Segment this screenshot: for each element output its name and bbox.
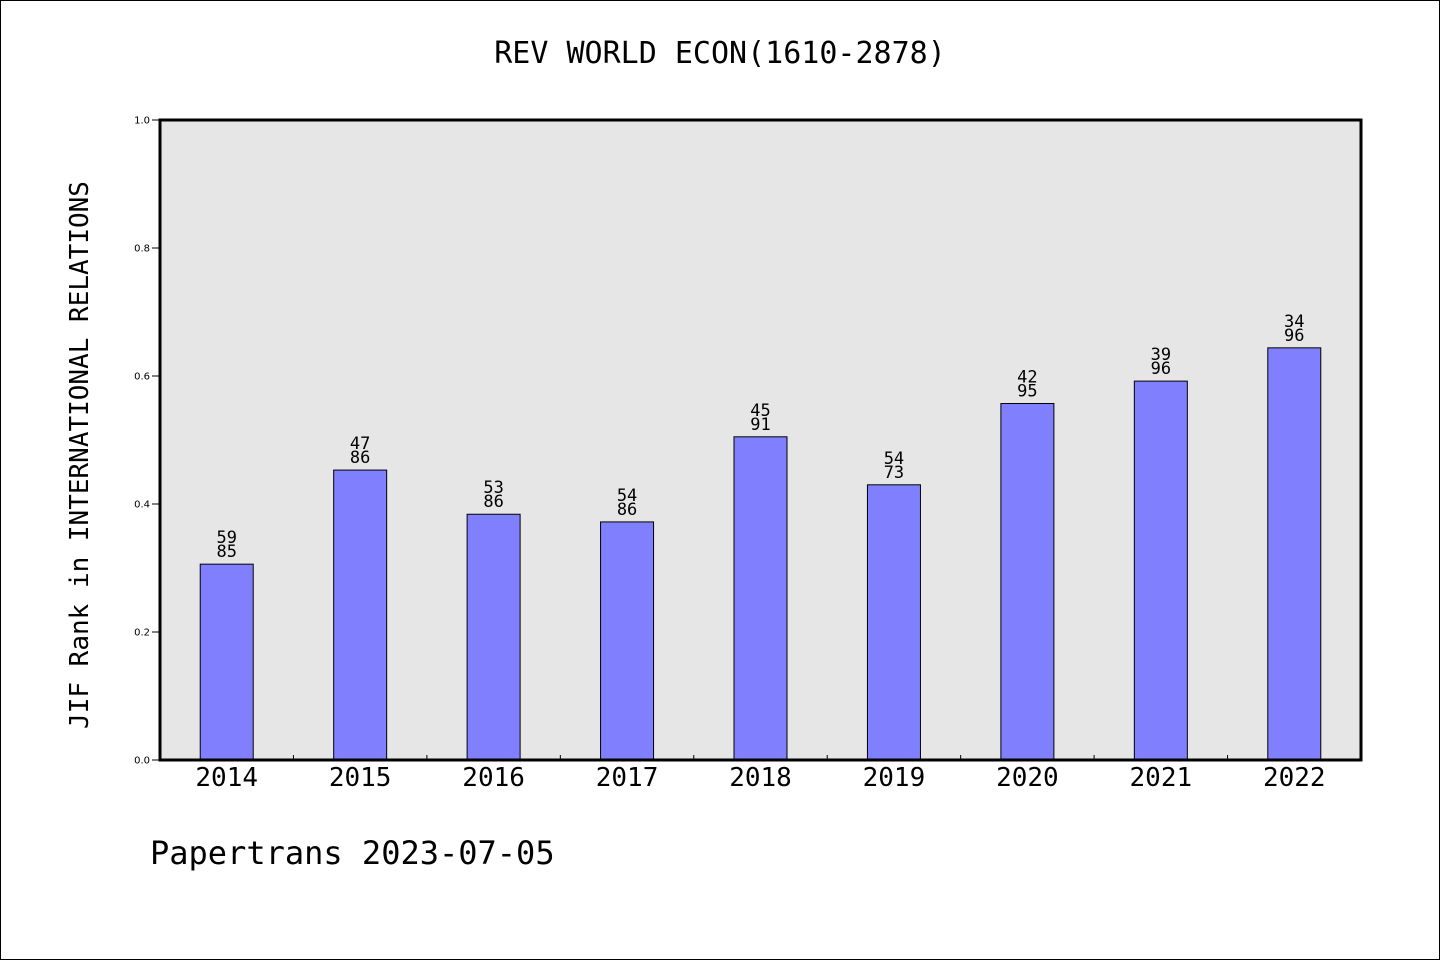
x-tick-label: 2014 [195, 763, 258, 793]
data-label: 86 [617, 500, 637, 520]
data-label: 86 [483, 492, 503, 512]
bar [866, 484, 921, 761]
x-tick-label: 2021 [1130, 763, 1193, 793]
x-tick-label: 2022 [1263, 763, 1326, 793]
bar [1000, 403, 1055, 761]
y-tick-label: 0.0 [134, 756, 150, 767]
data-label: 54 [617, 486, 637, 506]
data-label: 96 [1151, 359, 1171, 379]
data-label: 96 [1284, 326, 1304, 346]
data-label: 47 [350, 434, 370, 454]
data-label: 86 [350, 448, 370, 468]
data-label: 95 [1017, 382, 1037, 402]
x-tick-label: 2019 [863, 763, 926, 793]
bar [1267, 347, 1322, 761]
x-tick-label: 2016 [462, 763, 525, 793]
data-label: 34 [1284, 312, 1304, 332]
bar [466, 513, 521, 761]
y-tick-label: 0.2 [134, 628, 150, 639]
chart-title: REV WORLD ECON(1610-2878) [494, 36, 946, 71]
bar [733, 436, 788, 761]
plot-border [158, 118, 1363, 762]
data-label: 54 [884, 449, 904, 469]
data-label: 53 [483, 478, 503, 498]
x-tick-label: 2020 [996, 763, 1059, 793]
x-tick-label: 2017 [596, 763, 659, 793]
x-tick-label: 2018 [729, 763, 792, 793]
data-label: 73 [884, 463, 904, 483]
y-tick-label: 0.6 [134, 372, 150, 383]
y-tick-label: 0.4 [134, 500, 150, 511]
x-tick-label: 2015 [329, 763, 392, 793]
data-label: 42 [1017, 368, 1037, 388]
data-label: 91 [750, 415, 770, 435]
y-tick-label: 0.8 [134, 244, 150, 255]
data-label: 45 [750, 401, 770, 421]
bar [600, 521, 655, 761]
footer-credit: Papertrans 2023-07-05 [150, 834, 555, 872]
data-label: 85 [216, 542, 236, 562]
bar [1133, 380, 1188, 761]
bar [199, 563, 254, 761]
data-label: 59 [216, 528, 236, 548]
bar [333, 469, 388, 761]
y-tick-label: 1.0 [134, 116, 150, 127]
data-label: 39 [1151, 345, 1171, 365]
